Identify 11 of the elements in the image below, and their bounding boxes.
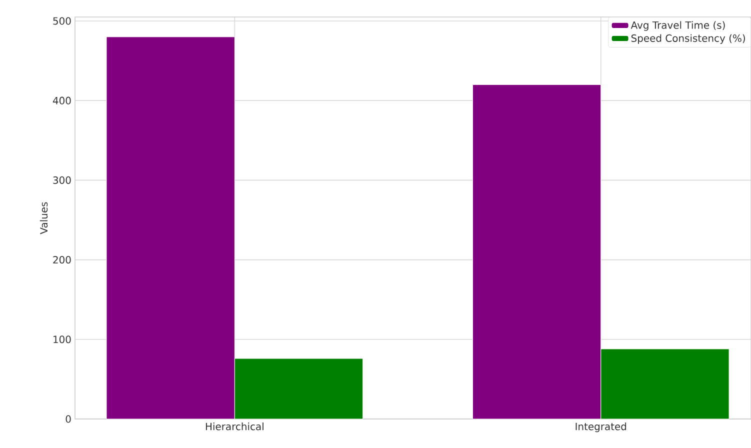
- x-tick-label: Hierarchical: [206, 422, 264, 430]
- y-tick-label: 200: [53, 256, 71, 264]
- y-tick-label: 0: [66, 415, 71, 423]
- x-tick-label: Integrated: [576, 422, 626, 432]
- y-tick-label: 400: [52, 96, 71, 104]
- y-tick-label: 100: [54, 336, 71, 344]
- legend-label: Speed Consistency (%): [631, 34, 745, 44]
- legend-label: Avg Travel Time (s): [630, 21, 725, 31]
- y-axis-title: Values: [40, 202, 48, 234]
- y-tick-label: 500: [53, 17, 71, 25]
- y-tick-label: 300: [53, 176, 71, 184]
